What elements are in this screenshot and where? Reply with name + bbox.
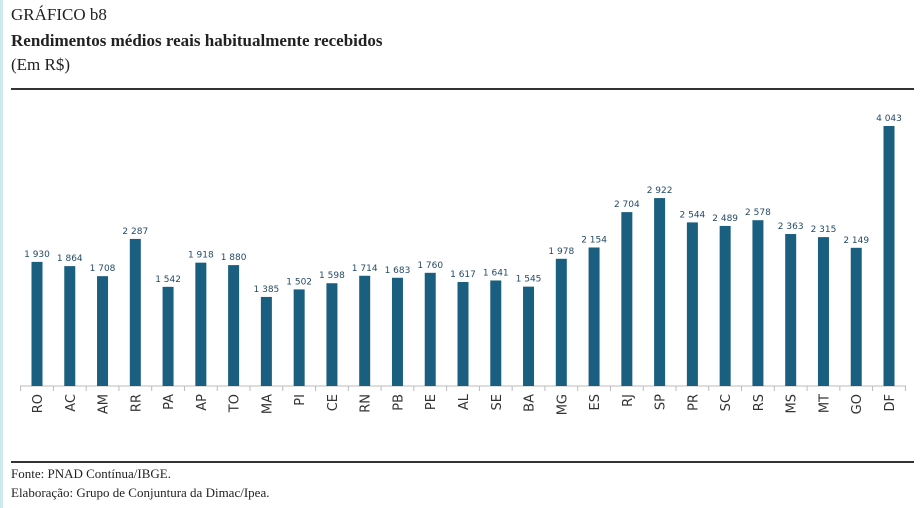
category-label: AM xyxy=(97,394,112,414)
bar-rn xyxy=(359,275,371,386)
category-label: PE xyxy=(424,394,439,410)
value-label: 1 708 xyxy=(90,264,116,274)
value-label: 1 930 xyxy=(24,250,50,260)
category-label: SP xyxy=(654,394,669,410)
bar-pa xyxy=(162,286,174,386)
footer-rule xyxy=(11,461,914,463)
value-label: 1 978 xyxy=(548,247,574,257)
value-label: 2 704 xyxy=(614,200,640,210)
value-label: 1 598 xyxy=(319,271,345,281)
value-label: 1 683 xyxy=(385,266,411,276)
bar-ba xyxy=(523,286,535,386)
header-rule xyxy=(11,88,914,90)
category-label: MA xyxy=(260,394,275,414)
bar-ma xyxy=(260,296,272,386)
category-label: GO xyxy=(850,394,865,414)
category-label: BA xyxy=(523,394,538,412)
value-label: 2 149 xyxy=(843,236,869,246)
elaboration-note: Elaboração: Grupo de Conjuntura da Dimac… xyxy=(11,485,270,500)
category-label: AL xyxy=(457,393,472,410)
bar-go xyxy=(850,247,862,386)
value-label: 2 287 xyxy=(122,227,148,237)
bar-df xyxy=(883,126,895,386)
value-label: 2 578 xyxy=(745,208,771,218)
bar-mt xyxy=(817,237,829,386)
category-label: AC xyxy=(64,394,79,412)
value-label: 2 363 xyxy=(778,222,804,232)
category-label: SE xyxy=(490,394,505,410)
bar-se xyxy=(490,280,502,386)
bar-pi xyxy=(293,289,305,386)
left-border xyxy=(0,0,3,508)
category-label: RJ xyxy=(621,394,636,407)
bar-pr xyxy=(686,222,698,386)
bar-mg xyxy=(555,258,567,386)
bar-sp xyxy=(654,198,666,386)
category-label: MS xyxy=(785,394,800,413)
value-label: 1 617 xyxy=(450,270,476,280)
value-label: 1 760 xyxy=(417,261,443,271)
value-label: 1 864 xyxy=(57,254,83,264)
value-label: 1 542 xyxy=(155,275,181,285)
category-label: PB xyxy=(391,394,406,411)
value-label: 2 315 xyxy=(811,225,837,235)
category-label: RN xyxy=(359,394,374,413)
value-label: 1 502 xyxy=(286,277,312,287)
value-label: 2 922 xyxy=(647,186,673,196)
bar-ac xyxy=(64,266,76,386)
category-label: ES xyxy=(588,394,603,410)
value-label: 1 385 xyxy=(254,285,280,295)
category-label: RS xyxy=(752,394,767,411)
bar-pe xyxy=(424,272,436,386)
category-label: CE xyxy=(326,394,341,411)
value-label: 2 154 xyxy=(581,235,607,245)
category-label: DF xyxy=(883,394,898,412)
value-label: 1 714 xyxy=(352,264,378,274)
category-label: SC xyxy=(719,394,734,411)
category-label: MT xyxy=(817,394,832,413)
value-label: 2 489 xyxy=(712,214,738,224)
bar-pb xyxy=(391,277,403,386)
chart-number: GRÁFICO b8 xyxy=(11,5,107,24)
chart-title: Rendimentos médios reais habitualmente r… xyxy=(11,31,383,50)
category-label: PA xyxy=(162,394,177,410)
chart-unit: (Em R$) xyxy=(11,55,71,74)
bar-rs xyxy=(752,220,764,386)
source-note: Fonte: PNAD Contínua/IBGE. xyxy=(11,466,171,481)
value-label: 1 641 xyxy=(483,268,509,278)
category-label: RO xyxy=(31,394,46,413)
value-label: 1 545 xyxy=(516,275,542,285)
bar-al xyxy=(457,282,469,386)
category-label: TO xyxy=(228,394,243,413)
category-label: MG xyxy=(555,394,570,415)
bar-ce xyxy=(326,283,338,386)
category-label: PI xyxy=(293,394,308,406)
bar-ms xyxy=(785,234,797,386)
bar-ap xyxy=(195,262,207,386)
bar-to xyxy=(228,265,240,386)
value-label: 2 544 xyxy=(680,210,706,220)
bar-sc xyxy=(719,225,731,386)
bar-am xyxy=(97,276,109,386)
value-label: 1 880 xyxy=(221,253,247,263)
bar-ro xyxy=(31,261,43,386)
category-label: RR xyxy=(129,394,144,412)
value-label: 4 043 xyxy=(876,114,902,124)
category-label: PR xyxy=(686,394,701,411)
bar-rr xyxy=(129,238,141,386)
bar-es xyxy=(588,247,600,386)
value-label: 1 918 xyxy=(188,251,214,261)
bar-rj xyxy=(621,212,633,386)
category-label: AP xyxy=(195,394,210,411)
